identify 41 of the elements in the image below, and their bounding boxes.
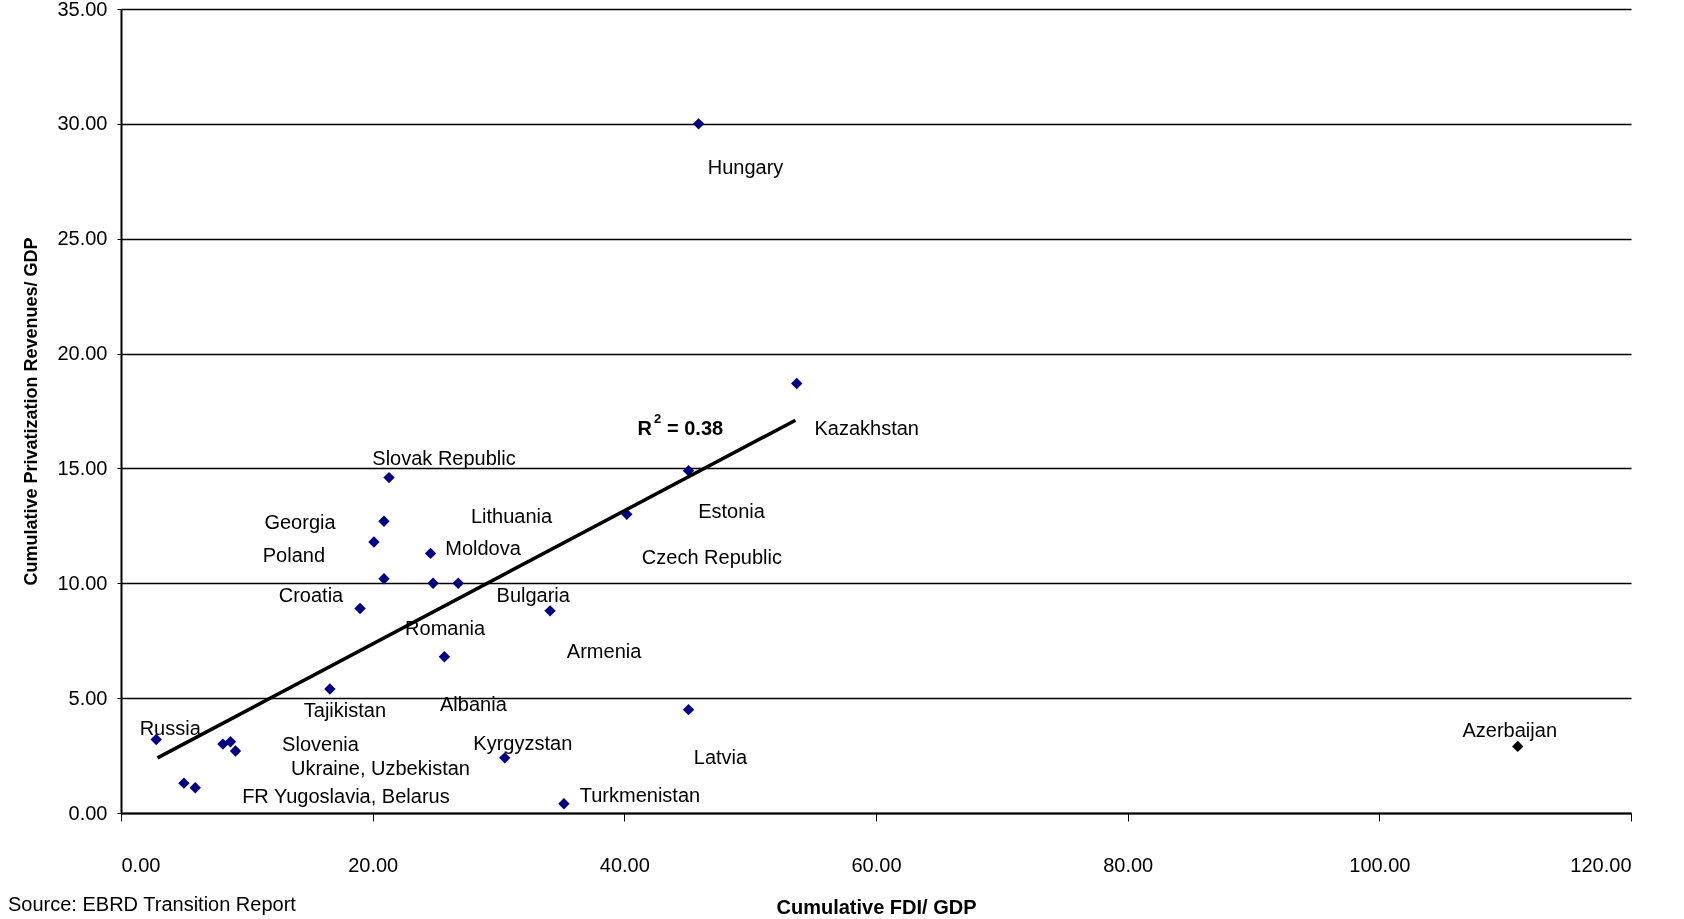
annotation: Romania xyxy=(405,616,486,639)
y-axis-title: Cumulative Privatization Revenues/ GDP xyxy=(21,237,42,586)
x-tick-label: 40.00 xyxy=(599,853,650,876)
annotation: Ukraine, Uzbekistan xyxy=(291,756,470,779)
annotation: Croatia xyxy=(278,583,345,606)
y-tick-label: 35.00 xyxy=(57,0,108,20)
annotation: Poland xyxy=(262,543,326,566)
source-note: Source: EBRD Transition Report xyxy=(8,893,297,915)
annotation: Bulgaria xyxy=(496,584,571,607)
y-tick-label: 30.00 xyxy=(57,112,108,135)
annotation: Latvia xyxy=(693,745,749,768)
y-tick-label: 5.00 xyxy=(68,686,108,709)
annotation: Kazakhstan xyxy=(814,417,919,440)
y-tick-label: 20.00 xyxy=(57,342,108,365)
x-tick-label: 120.00 xyxy=(1570,853,1632,876)
annotation: Russia xyxy=(139,717,202,740)
annotation: Azerbaijan xyxy=(1462,719,1558,742)
annotation: Turkmenistan xyxy=(579,783,701,806)
x-tick-label: 20.00 xyxy=(348,853,399,876)
annotation: Slovenia xyxy=(282,732,360,755)
annotation: Lithuania xyxy=(470,505,554,528)
annotation: Albania xyxy=(440,692,508,715)
annotation: Czech Republic xyxy=(641,546,782,569)
x-tick-label: 80.00 xyxy=(1103,853,1154,876)
y-tick-label: 25.00 xyxy=(57,227,108,250)
annotation: Estonia xyxy=(698,499,766,522)
y-tick-label: 15.00 xyxy=(57,456,108,479)
annotation: Moldova xyxy=(445,537,522,560)
annotation: Georgia xyxy=(264,511,337,534)
x-tick-label: 100.00 xyxy=(1349,853,1411,876)
x-axis-title: Cumulative FDI/ GDP xyxy=(776,895,977,918)
y-tick-label: 0.00 xyxy=(68,801,108,824)
annotation: Slovak Republic xyxy=(372,446,516,469)
y-tick-label: 10.00 xyxy=(57,571,108,594)
x-tick-label: 0.00 xyxy=(121,853,161,876)
x-tick-label: 60.00 xyxy=(851,853,902,876)
annotation: Tajikistan xyxy=(303,698,387,721)
annotation: Hungary xyxy=(707,155,784,178)
annotation: Armenia xyxy=(566,639,643,662)
annotation: Kyrgyzstan xyxy=(473,731,573,754)
annotation: FR Yugoslavia, Belarus xyxy=(242,785,450,808)
